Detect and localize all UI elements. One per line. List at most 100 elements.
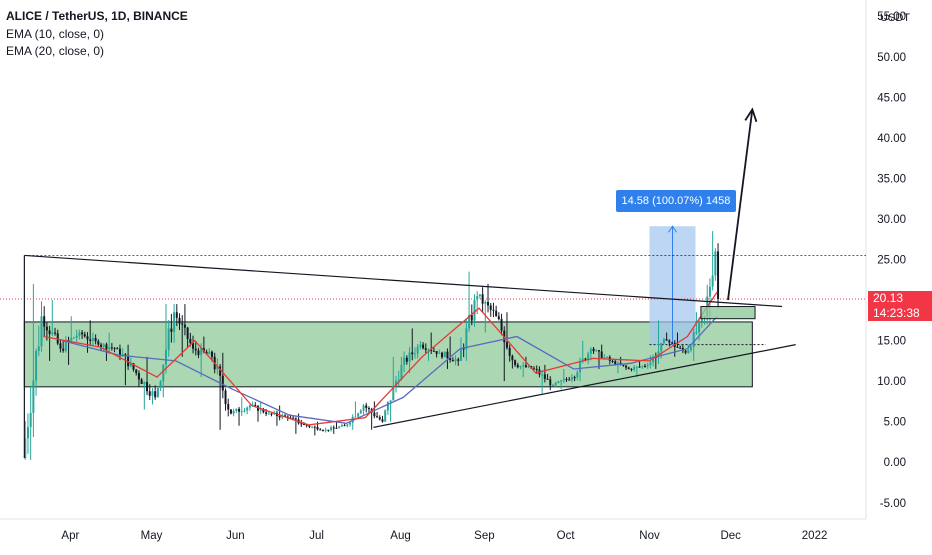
candle-body <box>232 410 235 414</box>
price-tick-label: 30.00 <box>877 214 906 226</box>
candle-body <box>216 366 219 370</box>
candle-body <box>422 344 425 349</box>
candle-body <box>246 407 249 411</box>
candle-body <box>600 351 603 358</box>
time-tick-label: Apr <box>61 530 79 542</box>
candle-body <box>197 350 200 355</box>
legend-ema20[interactable]: EMA (20, close, 0) <box>6 44 105 58</box>
legend-ema10[interactable]: EMA (10, close, 0) <box>6 26 105 41</box>
projection-arrow-head <box>744 107 758 123</box>
candle-body <box>192 342 195 349</box>
candle-body <box>194 348 197 351</box>
candle-body <box>270 413 273 415</box>
price-tick-label: 45.00 <box>877 92 906 104</box>
candle-body <box>630 368 633 370</box>
last-price-tag: 20.13 14:23:38 <box>868 290 932 321</box>
candle-body <box>183 324 186 328</box>
candle-body <box>56 333 59 344</box>
candle-body <box>611 360 614 362</box>
candle-body <box>357 413 360 417</box>
candle-body <box>714 251 717 276</box>
candle-body <box>367 408 370 410</box>
candle-body <box>159 381 162 388</box>
candle-body <box>543 374 546 379</box>
candle-body <box>208 351 211 355</box>
candle-body <box>508 347 511 356</box>
time-tick-label: Jun <box>226 530 245 542</box>
price-tick-label: 5.00 <box>884 417 906 429</box>
breakout-zone <box>700 306 756 320</box>
candle-body <box>135 369 138 374</box>
candle-body <box>224 390 227 405</box>
price-tick-label: 10.00 <box>877 376 906 388</box>
projection-arrow-shaft <box>727 109 754 301</box>
candle-body <box>451 359 454 362</box>
candle-body <box>438 352 441 354</box>
candle-body <box>627 367 630 369</box>
candle-body <box>481 294 484 304</box>
candle-body <box>595 350 598 352</box>
candle-body <box>332 427 335 429</box>
candle-body <box>330 427 333 431</box>
candle-body <box>505 342 508 348</box>
candle-body <box>403 357 406 365</box>
candle-body <box>565 379 568 381</box>
ascending-trendline <box>373 344 796 428</box>
time-tick-label: Nov <box>639 530 660 542</box>
candle-body <box>592 348 595 352</box>
candle-body <box>227 404 230 410</box>
candle-body <box>113 347 116 349</box>
candle-body <box>26 427 29 439</box>
candle-body <box>121 354 124 356</box>
candle-body <box>338 426 341 428</box>
candle-body <box>717 251 720 299</box>
candle-body <box>413 353 416 355</box>
candle-body <box>643 365 646 367</box>
legend-symbol[interactable]: ALICE / TetherUS, 1D, BINANCE <box>6 9 188 23</box>
candle-body <box>240 411 243 413</box>
candle-body <box>219 366 222 376</box>
candle-body <box>221 375 224 391</box>
candle-body <box>62 348 65 351</box>
candle-body <box>108 347 111 350</box>
candle-body <box>83 334 86 337</box>
time-tick-label: May <box>141 530 163 542</box>
candle-body <box>116 348 119 350</box>
candle-body <box>24 438 27 459</box>
candle-body <box>327 429 330 431</box>
time-tick-label: Aug <box>390 530 410 542</box>
candle-body <box>419 344 422 347</box>
candle-body <box>692 332 695 348</box>
candle-body <box>473 299 476 321</box>
candle-body <box>689 347 692 351</box>
time-tick-label: 2022 <box>802 530 828 542</box>
candle-body <box>687 350 690 353</box>
candle-body <box>343 425 346 427</box>
candle-body <box>164 349 167 365</box>
candle-body <box>48 330 51 335</box>
last-price-countdown: 14:23:38 <box>873 305 920 320</box>
candle-body <box>671 342 674 344</box>
candle-body <box>37 346 40 351</box>
candle-body <box>346 424 349 426</box>
candle-body <box>462 348 465 350</box>
ema20-line <box>62 315 718 424</box>
candle-body <box>652 356 655 363</box>
candle-body <box>35 350 38 381</box>
candle-body <box>91 337 94 341</box>
candle-body <box>162 364 165 382</box>
candle-body <box>700 317 703 322</box>
price-tick-label: 35.00 <box>877 173 906 185</box>
candle-body <box>51 332 54 335</box>
candle-body <box>284 415 287 417</box>
price-tick-label: -5.00 <box>880 498 906 510</box>
candle-body <box>78 332 81 336</box>
candle-body <box>495 310 498 317</box>
candle-body <box>278 416 281 418</box>
candle-body <box>660 343 663 352</box>
candle-body <box>303 424 305 426</box>
candle-body <box>389 400 392 402</box>
candle-body <box>100 344 103 347</box>
candle-body <box>392 386 395 401</box>
